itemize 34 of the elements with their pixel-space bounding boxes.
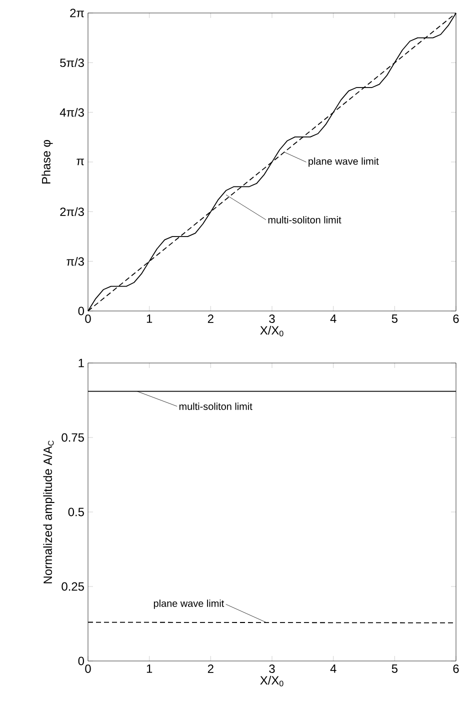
annotation: multi-soliton limit bbox=[179, 402, 252, 410]
x-tick-label: 3 bbox=[269, 314, 275, 323]
x-tick-label: 4 bbox=[330, 314, 336, 323]
y-tick-label: 0 bbox=[78, 306, 84, 316]
annotation: multi-soliton limit bbox=[268, 216, 342, 224]
x-tick-label: 6 bbox=[453, 314, 459, 323]
x-tick-label: 1 bbox=[146, 664, 152, 673]
y-tick-label: 2π/3 bbox=[60, 207, 84, 216]
y-tick-label: 0.5 bbox=[68, 508, 84, 516]
x-tick-label: 0 bbox=[85, 664, 91, 673]
x-tick-label: 5 bbox=[392, 314, 398, 323]
annotation: plane wave limit bbox=[308, 157, 379, 167]
y-tick-label: 5π/3 bbox=[60, 58, 84, 68]
y-tick-label: 4π/3 bbox=[60, 108, 84, 117]
y-tick-label: 0.25 bbox=[62, 582, 84, 591]
y-tick-label: 2π bbox=[70, 8, 84, 18]
y-tick-label: 0.75 bbox=[62, 433, 84, 442]
x-axis-title: X/X$_{0}$ bbox=[260, 676, 284, 686]
x-tick-label: 3 bbox=[269, 664, 275, 673]
y-tick-label: π bbox=[76, 158, 84, 166]
x-tick-label: 2 bbox=[208, 314, 214, 323]
y-axis-title: Normalized amplitude A/A$_{C}$ bbox=[43, 440, 54, 584]
y-tick-label: 1 bbox=[78, 358, 84, 368]
x-tick-label: 6 bbox=[453, 664, 459, 673]
x-tick-label: 0 bbox=[85, 314, 91, 323]
y-tick-label: 0 bbox=[78, 656, 84, 666]
x-tick-label: 4 bbox=[330, 664, 336, 673]
annotation: plane wave limit bbox=[154, 600, 224, 609]
x-tick-label: 2 bbox=[208, 664, 214, 673]
y-axis-title: Phase φ bbox=[42, 140, 53, 184]
x-tick-label: 1 bbox=[146, 314, 152, 323]
x-tick-label: 5 bbox=[392, 664, 398, 673]
y-tick-label: π/3 bbox=[66, 256, 84, 266]
x-axis-title: X/X$_{0}$ bbox=[260, 326, 284, 336]
